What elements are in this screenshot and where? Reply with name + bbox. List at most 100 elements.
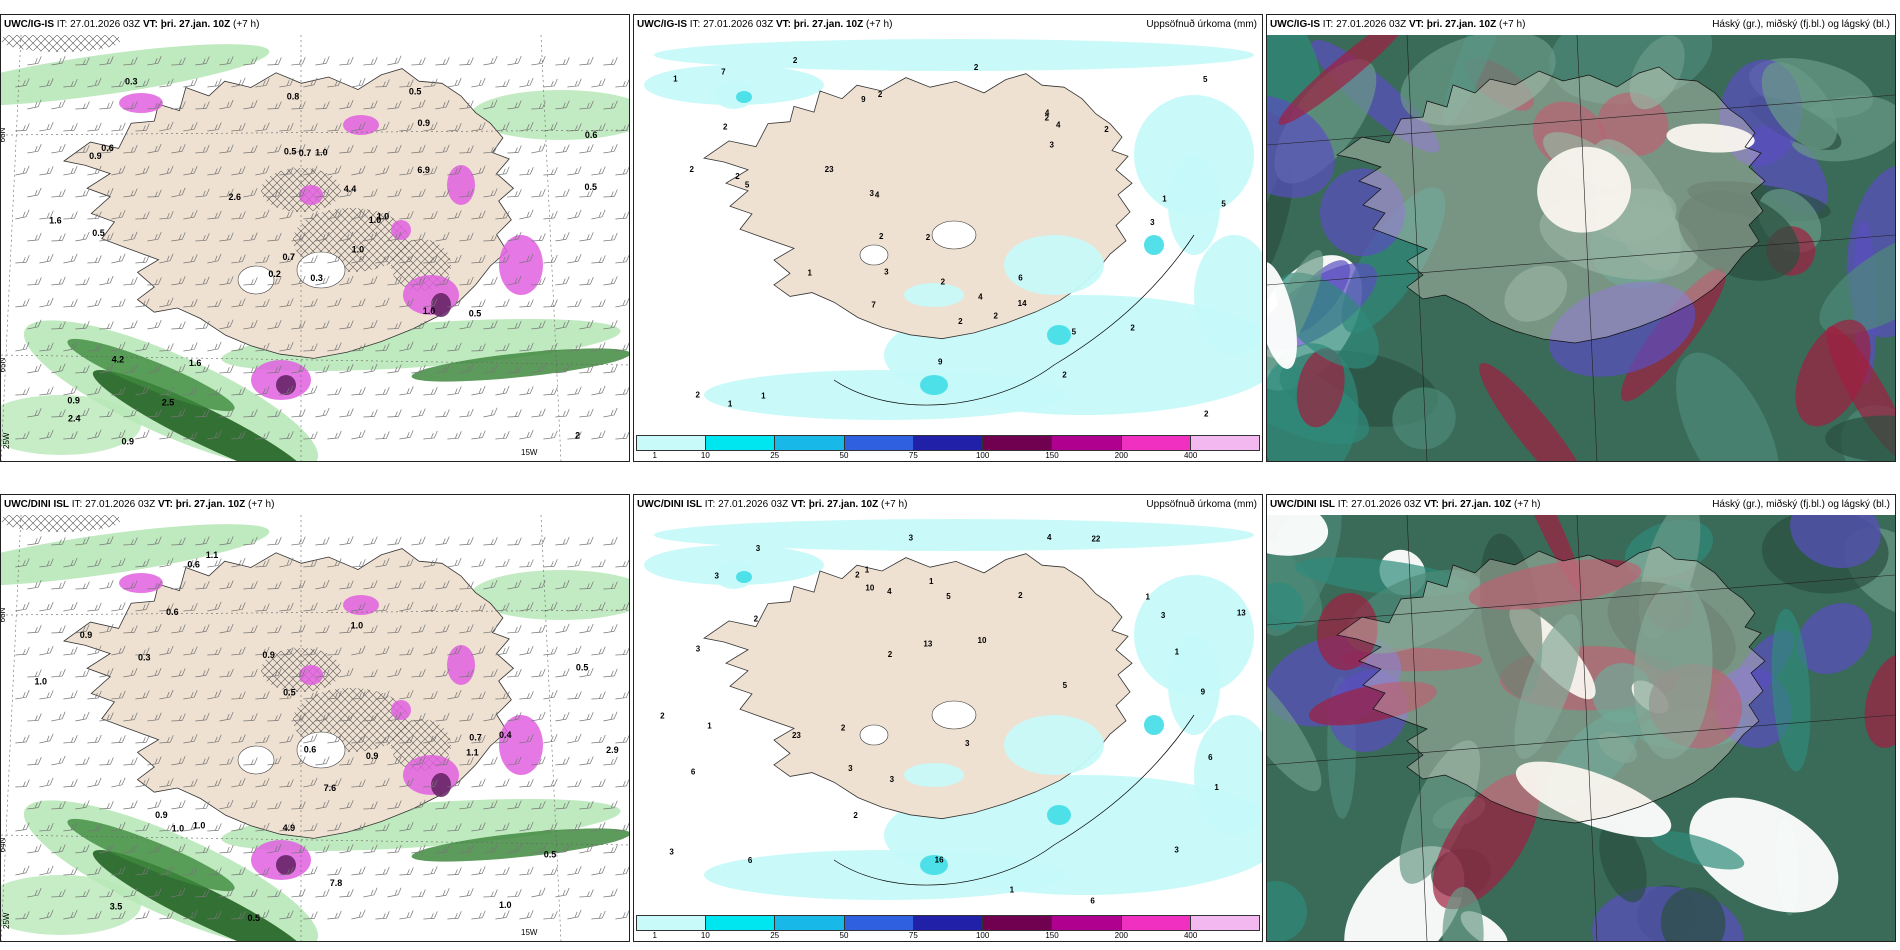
colorbar-ticks: 1 10 25 50 75 100 150 200 400 xyxy=(636,931,1260,941)
wind-barb xyxy=(291,845,306,854)
wind-barb xyxy=(183,646,198,656)
wind-barb xyxy=(495,910,510,920)
colorbar-segment xyxy=(844,916,914,930)
wind-barb xyxy=(339,231,354,242)
map-cloud-cover[interactable] xyxy=(1267,515,1895,941)
wind-barb xyxy=(615,79,629,88)
wind-barb xyxy=(495,385,510,396)
wind-barb xyxy=(255,165,270,176)
wind-barb xyxy=(51,321,66,330)
map-precip-wind[interactable]: 66N 65N 25W 15W 0.3 0.9 0.7 0.9 1.0 1.6 0.5 1.0 0.9 1… xyxy=(1,35,629,461)
map-precip-wind[interactable]: 66N 64N 25W 15W 0.3 0.9 0.5 0.6 1.0 1.0 1.0 0.9 0.5 1… xyxy=(1,515,629,941)
wind-barb xyxy=(363,580,378,590)
wind-barb xyxy=(423,866,438,876)
wind-barb xyxy=(495,558,510,568)
wind-barb xyxy=(507,579,522,590)
wind-barb xyxy=(411,188,426,198)
wind-barb xyxy=(411,889,426,898)
precip-value-label: 0.9 xyxy=(122,436,135,446)
wind-barb xyxy=(315,844,330,854)
wind-barb xyxy=(171,276,186,286)
wind-barb xyxy=(243,232,258,242)
wind-barb xyxy=(207,78,222,88)
wind-barb xyxy=(123,276,138,286)
wind-barb xyxy=(543,867,558,876)
wind-barb xyxy=(303,733,318,744)
wind-barb xyxy=(327,867,342,876)
wind-barb xyxy=(363,188,378,198)
wind-barb xyxy=(483,55,498,66)
panel-ig-accum: UWC/IG-IS IT: 27.01.2026 03Z VT: þri. 27… xyxy=(633,14,1263,462)
wind-barb xyxy=(39,166,54,176)
wind-barb xyxy=(291,801,306,810)
wind-barb xyxy=(243,800,258,810)
wind-barb xyxy=(183,254,198,264)
precip-value-label: 1.0 xyxy=(369,215,382,225)
accum-value-label: 22 xyxy=(1091,535,1100,544)
wind-barb xyxy=(135,78,150,88)
wind-barb xyxy=(39,122,54,132)
wind-barb xyxy=(207,122,222,132)
wind-barb xyxy=(591,255,606,264)
map-cloud-cover[interactable] xyxy=(1267,35,1895,461)
wind-barb xyxy=(483,233,498,242)
precip-value-label: 2 xyxy=(575,430,580,440)
wind-barb xyxy=(279,910,294,920)
wind-barb xyxy=(459,276,474,286)
wind-barb xyxy=(75,800,90,810)
wind-barb xyxy=(327,387,342,396)
wind-barb xyxy=(519,299,534,308)
accum-value-label: 7 xyxy=(721,68,726,77)
wind-barb xyxy=(495,602,510,612)
wind-barb xyxy=(459,624,474,634)
map-accum-precip[interactable]: 2 2 2 2 4 4 3 3 2 2 3 1 5 2 3 1 2 2 1 2 1 2 4 5 14 23 7 4 9 2 2 1 2 2 7 5 5 9… xyxy=(634,35,1262,437)
map-accum-precip[interactable]: 3 1 1 1 1 2 1 4 4 3 2 3 3 13 16 2 2 2 6 13 22 10 6 3 10 9 3 6 3 3 23 6 5… xyxy=(634,515,1262,917)
wind-barb xyxy=(87,777,102,788)
wind-barb xyxy=(39,601,54,612)
wind-barb xyxy=(27,580,42,590)
wind-barb xyxy=(147,409,162,418)
wind-barb xyxy=(15,255,30,264)
wind-barb xyxy=(519,601,534,612)
wind-barb xyxy=(483,579,498,590)
wind-barb xyxy=(471,299,486,308)
precip-value-label: 0.5 xyxy=(576,663,589,673)
wind-barb xyxy=(351,77,366,88)
graticule-line xyxy=(1267,714,1895,766)
wind-barb xyxy=(423,210,438,220)
wind-barb xyxy=(27,844,42,854)
wind-barb xyxy=(579,319,594,330)
wind-barb xyxy=(243,625,258,634)
lat-label: 65N xyxy=(1,357,7,372)
wind-barb xyxy=(531,101,546,110)
wind-barb xyxy=(567,909,582,920)
wind-barb xyxy=(123,56,138,66)
colorbar-segment xyxy=(637,916,707,930)
wind-barb xyxy=(39,210,54,220)
wind-barb xyxy=(519,209,534,220)
wind-barb xyxy=(39,78,54,88)
panel-ig-clouds: UWC/IG-IS IT: 27.01.2026 03Z VT: þri. 27… xyxy=(1266,14,1896,462)
cloud-patch xyxy=(1346,569,1484,654)
wind-barb xyxy=(507,100,522,110)
precip-value-label: 1.0 xyxy=(499,900,512,910)
wind-barb xyxy=(75,844,90,854)
wind-barb xyxy=(243,889,258,898)
wind-barb xyxy=(87,298,102,308)
wind-barb xyxy=(495,254,510,264)
wind-barb xyxy=(351,822,366,832)
wind-barb xyxy=(567,779,582,788)
wind-barb xyxy=(531,668,546,678)
wind-barb xyxy=(339,408,354,418)
wind-barb xyxy=(87,645,102,656)
wind-barb xyxy=(339,757,354,766)
wind-barb xyxy=(279,385,294,396)
wind-barb xyxy=(243,56,258,66)
wind-barb xyxy=(531,536,546,546)
wind-barb xyxy=(375,823,390,832)
wind-barb xyxy=(75,668,90,678)
precip-value-label: 0.5 xyxy=(469,308,482,318)
wind-barb xyxy=(147,143,162,154)
valid-time: þri. 27.jan. 10Z xyxy=(160,19,231,30)
wind-barb xyxy=(531,845,546,854)
